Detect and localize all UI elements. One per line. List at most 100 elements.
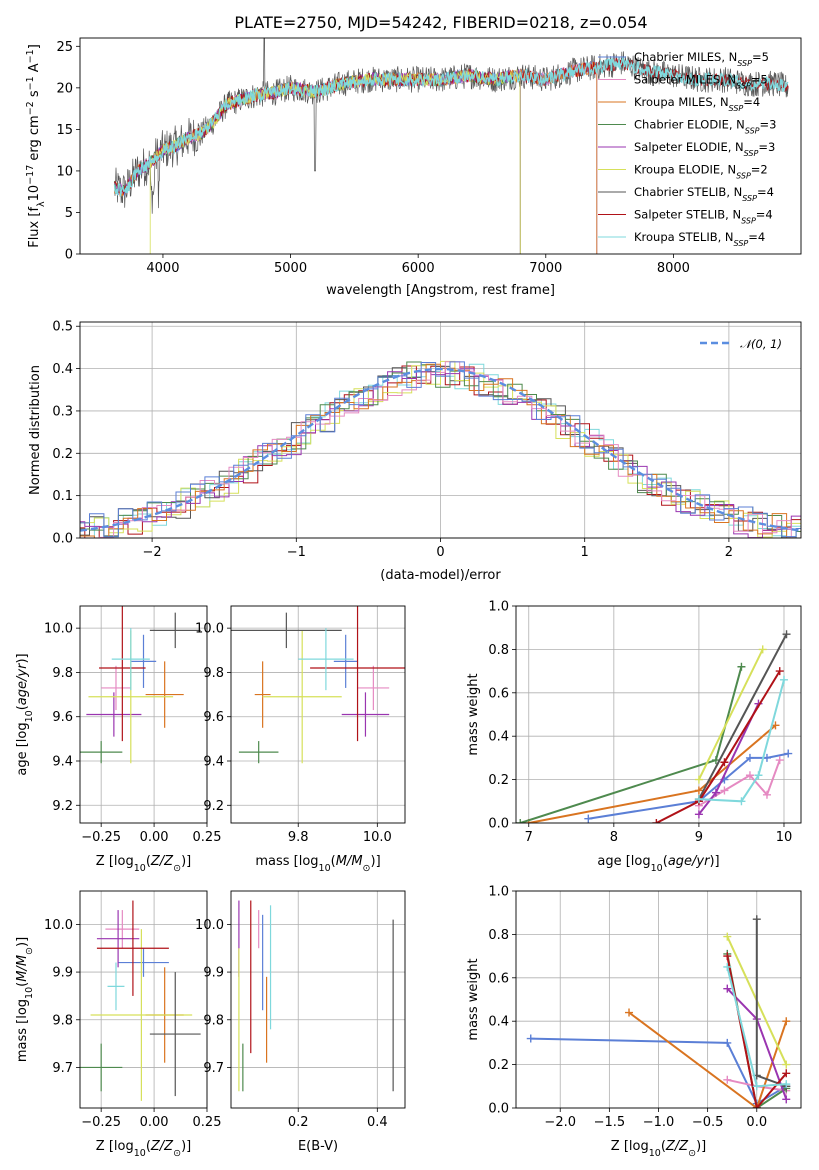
- y-tick-label: 9.8: [203, 1013, 224, 1028]
- y-tick-label: 5: [65, 206, 73, 221]
- weight-point: [711, 788, 720, 797]
- weight-point: [694, 786, 703, 795]
- x-tick-label: 0.00: [140, 830, 169, 845]
- mass_vs_ebv-plot-area: [238, 900, 394, 1092]
- age_vs_Z-axes: −0.25 0.00 0.25 9.2 9.4 9.6 9.8 10.0 Z [log10(Z/…: [15, 605, 221, 874]
- y-tick-label: 9.6: [203, 710, 224, 725]
- model-spectrum-kroupa-elodie: [149, 69, 521, 254]
- y-tick-label: 0.2: [488, 773, 509, 788]
- weight-point: [720, 786, 729, 795]
- weight-series-chabrier-stelib: [694, 630, 791, 804]
- weight-point: [526, 1034, 535, 1043]
- x-axis-label: wavelength [Angstrom, rest frame]: [326, 283, 555, 298]
- y-tick-label: 0.6: [488, 686, 509, 701]
- y-tick-label: 9.2: [52, 799, 73, 814]
- errorbar-salpeter-stelib: [310, 606, 405, 742]
- model-spectrum-kroupa-stelib: [113, 57, 789, 197]
- weight-line: [698, 633, 788, 800]
- errorbar-salpeter-miles: [101, 665, 131, 711]
- age_vs_mass-plot-area: [231, 606, 405, 764]
- x-tick-label: 2: [725, 545, 733, 560]
- legend-label: Salpeter MILES, NSSP=5: [634, 73, 768, 91]
- y-tick-label: 0.5: [52, 320, 73, 335]
- y-tick-label: 9.9: [203, 966, 224, 981]
- y-axis-label: mass [log10(M/M⊙)]: [15, 937, 35, 1062]
- weight-point: [723, 984, 732, 993]
- weight-point: [723, 1075, 732, 1084]
- weight-line: [588, 752, 789, 820]
- weight-point: [652, 819, 661, 823]
- y-tick-label: 25: [56, 40, 73, 55]
- weight-line: [698, 679, 785, 803]
- y-tick-label: 9.7: [203, 1061, 224, 1076]
- y-tick-label: 0.4: [52, 362, 73, 377]
- errorbar-salpeter-elodie: [96, 910, 140, 968]
- y-tick-label: 0.8: [488, 643, 509, 658]
- y-tick-label: 0.3: [52, 404, 73, 419]
- weight-series-kroupa-elodie: [694, 645, 767, 784]
- y-tick-label: 9.4: [203, 755, 224, 770]
- x-tick-label: 0.4: [367, 1115, 388, 1130]
- x-tick-label: −1.0: [643, 1115, 675, 1130]
- y-tick-label: 0.4: [488, 1015, 509, 1030]
- errorbar-kroupa-miles: [145, 661, 184, 728]
- x-tick-label: 7: [525, 830, 533, 845]
- x-axis-label: mass [log10(M/M⊙)]: [255, 854, 380, 874]
- x-tick-label: 8000: [657, 261, 690, 276]
- y-tick-label: 0.0: [52, 532, 73, 547]
- weight_vs_age-plot-area: [516, 630, 793, 823]
- y-tick-label: 0.6: [488, 971, 509, 986]
- mass_vs_ebv-axes: 0.2 0.4 9.7 9.8 9.9 10.0 E(B-V): [195, 890, 406, 1154]
- errorbar-salpeter-stelib: [96, 900, 169, 996]
- errorbar-chabrier-miles: [130, 634, 157, 688]
- weight-point: [625, 1008, 634, 1017]
- spectrum-plot-area: [113, 38, 789, 254]
- legend-label: Kroupa STELIB, NSSP=4: [634, 230, 765, 248]
- weight-point: [752, 915, 761, 924]
- x-tick-label: 1: [581, 545, 589, 560]
- y-tick-label: 0: [65, 248, 73, 263]
- observed-spectrum-line: [114, 38, 789, 214]
- y-tick-label: 9.7: [52, 1061, 73, 1076]
- weight-point: [745, 771, 754, 780]
- x-tick-label: 5000: [274, 261, 307, 276]
- x-tick-label: 6000: [402, 261, 435, 276]
- y-tick-label: 0.2: [488, 1058, 509, 1073]
- x-tick-label: 0.25: [193, 1115, 222, 1130]
- x-tick-label: 9: [695, 830, 703, 845]
- errorbar-chabrier-elodie: [238, 741, 279, 764]
- weight-line: [628, 1011, 788, 1108]
- weight-point: [775, 667, 784, 676]
- errorbar-chabrier-stelib: [231, 612, 342, 649]
- y-axis-label: Normed distribution: [28, 365, 43, 495]
- legend-label: 𝒩(0, 1): [740, 337, 782, 351]
- y-tick-label: 9.2: [203, 799, 224, 814]
- weight_vs_age-axes: 7 8 9 10 0.0 0.2 0.4 0.6 0.8 1.0 age [log10(age/yr…: [466, 600, 802, 874]
- errorbar-kroupa-miles: [254, 661, 271, 728]
- x-axis-label: E(B-V): [298, 1139, 338, 1154]
- legend-label: Chabrier MILES, NSSP=5: [634, 50, 769, 68]
- weight-point: [694, 810, 703, 819]
- legend: Chabrier MILES, NSSP=5 Salpeter MILES, NS…: [598, 50, 776, 248]
- residuals-plot-area: [80, 360, 801, 538]
- errorbar-salpeter-miles: [357, 665, 390, 711]
- y-tick-label: 9.8: [203, 666, 224, 681]
- weight-series-chabrier-miles: [584, 749, 793, 823]
- axes-frame: [515, 605, 802, 824]
- y-tick-label: 0.1: [52, 489, 73, 504]
- y-tick-label: 9.8: [52, 1013, 73, 1028]
- x-tick-label: 10.0: [363, 830, 392, 845]
- weight-point: [723, 952, 732, 961]
- errorbar-salpeter-elodie: [341, 692, 390, 737]
- weight-point: [775, 756, 784, 765]
- hist-chabrier-elodie: [80, 361, 801, 538]
- y-tick-label: 1.0: [488, 885, 509, 900]
- errorbar-salpeter-stelib: [99, 606, 146, 742]
- hist-salpeter-miles: [80, 361, 801, 538]
- errorbar-chabrier-miles: [333, 634, 358, 688]
- weight-series-kroupa-miles: [524, 721, 780, 823]
- errorbar-chabrier-elodie: [80, 741, 123, 764]
- y-tick-label: 10.0: [44, 918, 73, 933]
- y-axis-label: mass weight: [466, 673, 481, 755]
